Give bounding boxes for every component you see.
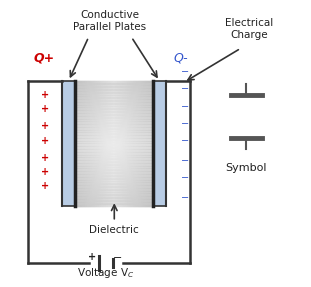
Text: +: + [41, 90, 49, 100]
Text: −: − [181, 119, 189, 129]
Text: +: + [41, 167, 49, 177]
Text: −: − [181, 84, 189, 94]
Text: +: + [41, 121, 49, 131]
Text: Symbol: Symbol [226, 163, 267, 173]
Text: −: − [181, 193, 189, 203]
Text: −: − [181, 156, 189, 166]
Text: Voltage V$_C$: Voltage V$_C$ [77, 266, 134, 280]
Text: +: + [41, 104, 49, 115]
Text: Conductive
Parallel Plates: Conductive Parallel Plates [73, 10, 146, 32]
Text: +: + [88, 252, 96, 262]
Text: −: − [181, 67, 189, 77]
Text: Dielectric: Dielectric [90, 224, 139, 234]
Text: −: − [181, 172, 189, 183]
Text: −: − [113, 253, 123, 263]
Bar [62, 81, 75, 206]
Bar [153, 81, 166, 206]
Text: Q-: Q- [174, 52, 188, 65]
Text: +: + [41, 136, 49, 146]
Text: +: + [41, 153, 49, 163]
Text: Electrical
Charge: Electrical Charge [225, 18, 273, 40]
Text: −: − [181, 136, 189, 146]
Text: +: + [41, 181, 49, 191]
Text: −: − [181, 102, 189, 112]
Text: Q+: Q+ [33, 52, 54, 65]
